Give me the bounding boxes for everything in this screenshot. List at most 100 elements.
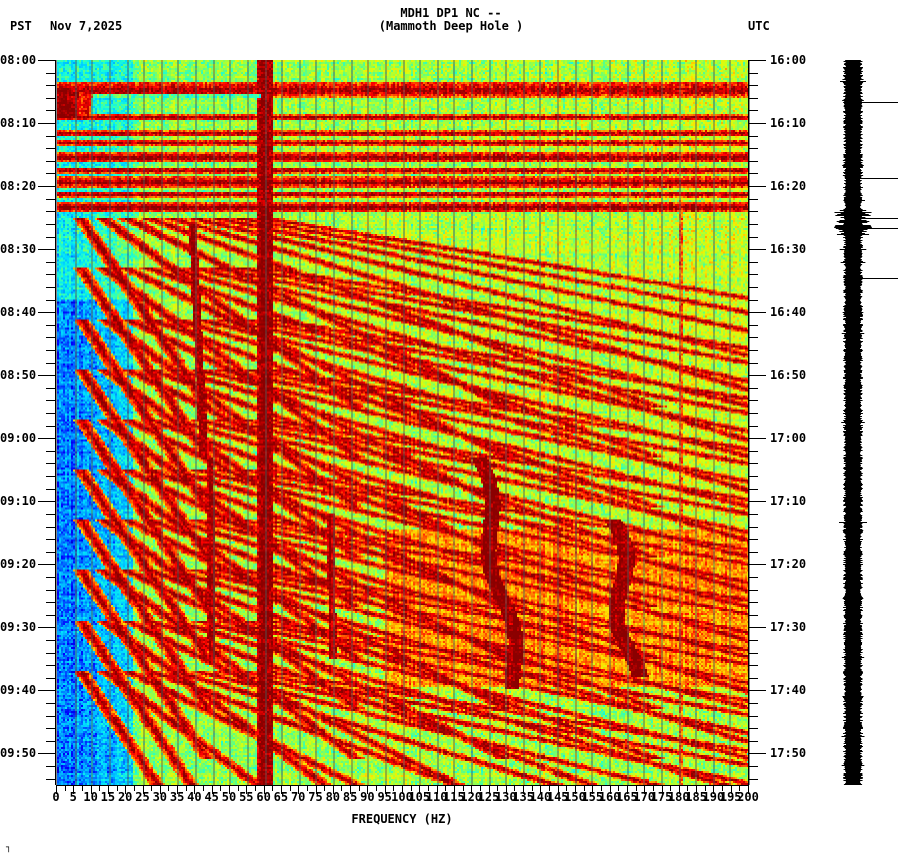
- time-tick-label-utc: 16:00: [770, 53, 807, 67]
- axis-tick: [73, 785, 74, 794]
- axis-tick: [749, 85, 758, 87]
- axis-tick: [307, 785, 308, 791]
- axis-tick: [359, 785, 360, 791]
- axis-tick: [739, 785, 740, 791]
- frequency-tick-label: 0: [52, 790, 60, 804]
- frequency-tick-label: 40: [187, 790, 202, 804]
- seismogram-trace: [800, 60, 900, 785]
- time-tick-label-pst: 09:30: [0, 620, 37, 635]
- frequency-tick-label: 175: [650, 790, 673, 804]
- axis-tick: [749, 728, 758, 730]
- axis-tick: [46, 425, 55, 427]
- time-tick-label-utc: 16:20: [770, 179, 807, 194]
- axis-tick: [749, 564, 766, 566]
- axis-tick: [272, 785, 273, 791]
- axis-tick: [627, 785, 628, 794]
- axis-tick: [46, 173, 55, 175]
- frequency-tick-label: 15: [100, 790, 116, 804]
- frequency-tick-label: 115: [443, 790, 465, 804]
- axis-tick: [653, 785, 654, 791]
- axis-tick: [514, 785, 515, 791]
- axis-tick: [108, 785, 109, 794]
- axis-tick: [46, 715, 55, 717]
- axis-tick: [46, 602, 55, 604]
- time-tick-label-utc: 17:30: [770, 620, 807, 635]
- axis-tick: [749, 740, 758, 742]
- axis-tick: [46, 778, 55, 780]
- axis-tick: [749, 778, 758, 780]
- axis-tick: [428, 785, 429, 791]
- axis-tick: [55, 60, 56, 785]
- axis-tick: [748, 60, 749, 785]
- axis-tick: [749, 110, 758, 112]
- frequency-tick-label: 95: [377, 790, 392, 804]
- axis-tick: [662, 785, 663, 794]
- axis-tick: [749, 173, 758, 175]
- frequency-tick-label: 120: [460, 790, 483, 804]
- frequency-tick-label: 80: [325, 790, 341, 804]
- axis-tick: [350, 785, 351, 794]
- frequency-tick-label: 185: [685, 790, 707, 804]
- right-timezone-label: UTC: [748, 19, 770, 33]
- axis-tick: [749, 375, 766, 377]
- axis-tick: [749, 223, 758, 225]
- axis-tick: [749, 766, 758, 768]
- frequency-tick-label: 30: [152, 790, 168, 804]
- axis-tick: [749, 72, 758, 74]
- axis-tick: [749, 337, 758, 339]
- frequency-tick-label: 55: [239, 790, 254, 804]
- axis-tick: [46, 236, 55, 238]
- axis-tick: [749, 476, 758, 478]
- axis-tick: [143, 785, 144, 794]
- time-tick-label-pst: 08:00: [0, 53, 37, 67]
- axis-tick: [749, 640, 758, 641]
- axis-tick: [290, 785, 291, 791]
- axis-tick: [749, 602, 758, 604]
- axis-tick: [419, 785, 420, 794]
- time-axis-utc: 16:00 16:10 16:20 16:30 16:40 16:50 17:00 17:10…: [748, 0, 902, 864]
- axis-tick: [46, 337, 55, 339]
- axis-tick: [749, 627, 766, 629]
- axis-tick: [749, 501, 766, 503]
- frequency-tick-label: 150: [564, 790, 586, 804]
- axis-tick: [46, 766, 55, 768]
- axis-tick: [46, 740, 55, 742]
- time-tick-label-utc: 17:20: [770, 557, 807, 572]
- frequency-tick-label: 85: [342, 790, 358, 804]
- axis-tick: [749, 513, 758, 515]
- frequency-tick-label: 100: [391, 790, 413, 804]
- axis-tick: [731, 785, 732, 794]
- axis-tick: [46, 400, 55, 402]
- axis-tick: [402, 785, 403, 794]
- axis-tick: [46, 261, 55, 263]
- axis-tick: [749, 312, 766, 314]
- axis-tick: [298, 785, 299, 794]
- axis-tick: [749, 488, 758, 490]
- axis-tick: [46, 160, 55, 162]
- axis-tick: [151, 785, 152, 791]
- axis-tick: [333, 785, 334, 794]
- axis-tick: [749, 677, 758, 679]
- frequency-tick-label: 110: [425, 790, 448, 804]
- frequency-tick-label: 10: [83, 790, 98, 804]
- frequency-tick-label: 170: [633, 790, 656, 804]
- frequency-tick-label: 50: [221, 790, 237, 804]
- axis-tick: [46, 589, 55, 591]
- frequency-tick-label: 60: [256, 790, 271, 804]
- axis-tick: [38, 186, 55, 188]
- axis-tick: [385, 785, 386, 794]
- time-tick-label-pst: 08:40: [0, 305, 37, 320]
- spectrogram-plot[interactable]: [56, 60, 750, 785]
- axis-tick: [445, 785, 446, 791]
- axis-tick: [65, 785, 66, 791]
- axis-tick: [229, 785, 230, 794]
- axis-tick: [160, 785, 161, 794]
- axis-tick: [584, 785, 585, 791]
- axis-tick: [749, 387, 758, 389]
- axis-tick: [46, 539, 55, 541]
- station-subtitle: (Mammoth Deep Hole ): [378, 19, 524, 33]
- axis-tick: [749, 526, 758, 528]
- axis-tick: [437, 785, 438, 794]
- axis-tick: [46, 324, 55, 326]
- time-tick-label-utc: 16:10: [770, 116, 807, 131]
